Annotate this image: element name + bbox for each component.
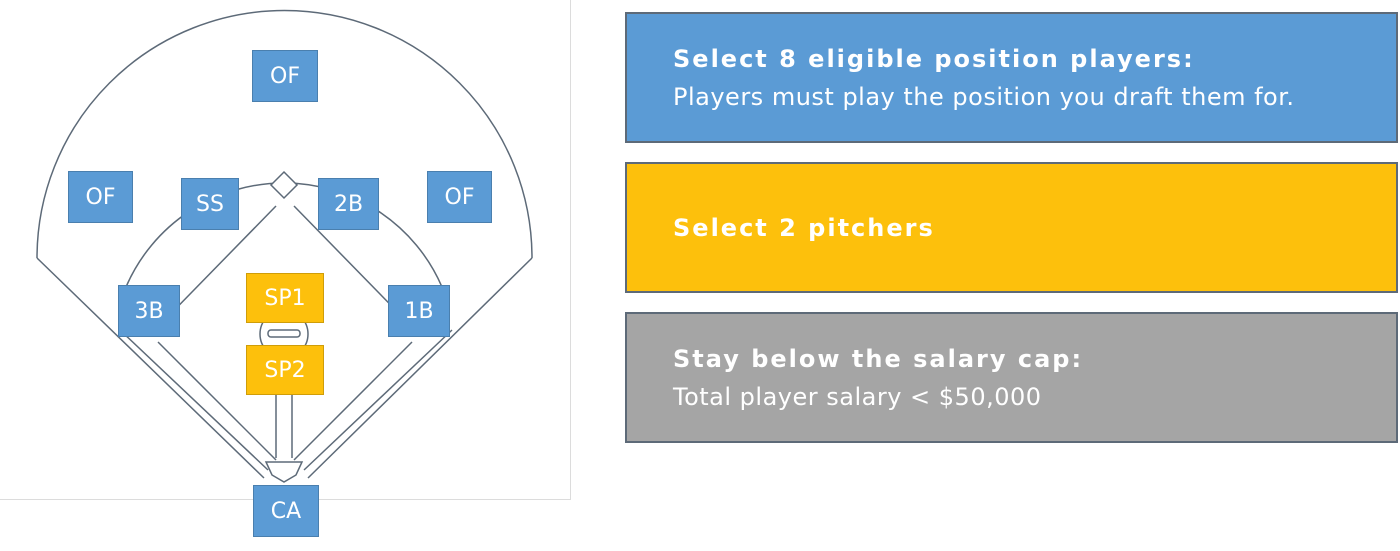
position-label: 3B (134, 298, 164, 324)
outfield-fence (36, 9, 533, 259)
pitching-lane (275, 395, 293, 458)
position-1b[interactable]: 1B (388, 285, 450, 337)
position-label: SP2 (264, 357, 306, 383)
rule-title: Select 8 eligible position players: (673, 44, 1195, 73)
position-sp1[interactable]: SP1 (246, 273, 324, 323)
right-foul-line (307, 257, 533, 479)
position-label: CA (270, 498, 302, 524)
position-sp2[interactable]: SP2 (246, 345, 324, 395)
position-label: OF (85, 184, 116, 210)
rule-title: Select 2 pitchers (673, 213, 935, 242)
right-foul-line-inner (303, 329, 453, 471)
left-foul-line (36, 257, 265, 479)
position-ss[interactable]: SS (181, 178, 239, 230)
position-label: OF (270, 63, 300, 89)
left-foul-line-inner (119, 329, 269, 471)
position-3b[interactable]: 3B (118, 285, 180, 337)
home-plate (264, 461, 304, 483)
position-label: SP1 (264, 285, 306, 311)
position-ca[interactable]: CA (253, 485, 319, 537)
position-label: 2B (333, 191, 364, 217)
position-of-center[interactable]: OF (252, 50, 318, 102)
position-of-right[interactable]: OF (427, 171, 492, 223)
position-label: 1B (404, 298, 434, 324)
basepath-1b-home (293, 341, 413, 461)
rule-subtitle: Players must play the position you draft… (673, 82, 1295, 111)
rule-subtitle: Total player salary < $50,000 (673, 382, 1042, 411)
second-base (269, 170, 299, 200)
pitchers-rubber (267, 329, 301, 338)
basepath-3b-home (157, 341, 277, 461)
position-label: OF (444, 184, 475, 210)
rule-pitchers: Select 2 pitchers (625, 162, 1398, 293)
position-label: SS (196, 191, 224, 217)
position-of-left[interactable]: OF (68, 171, 133, 223)
rule-salary-cap: Stay below the salary cap: Total player … (625, 312, 1398, 443)
position-2b[interactable]: 2B (318, 178, 379, 230)
rule-title: Stay below the salary cap: (673, 344, 1084, 373)
rule-position-players: Select 8 eligible position players: Play… (625, 12, 1398, 143)
